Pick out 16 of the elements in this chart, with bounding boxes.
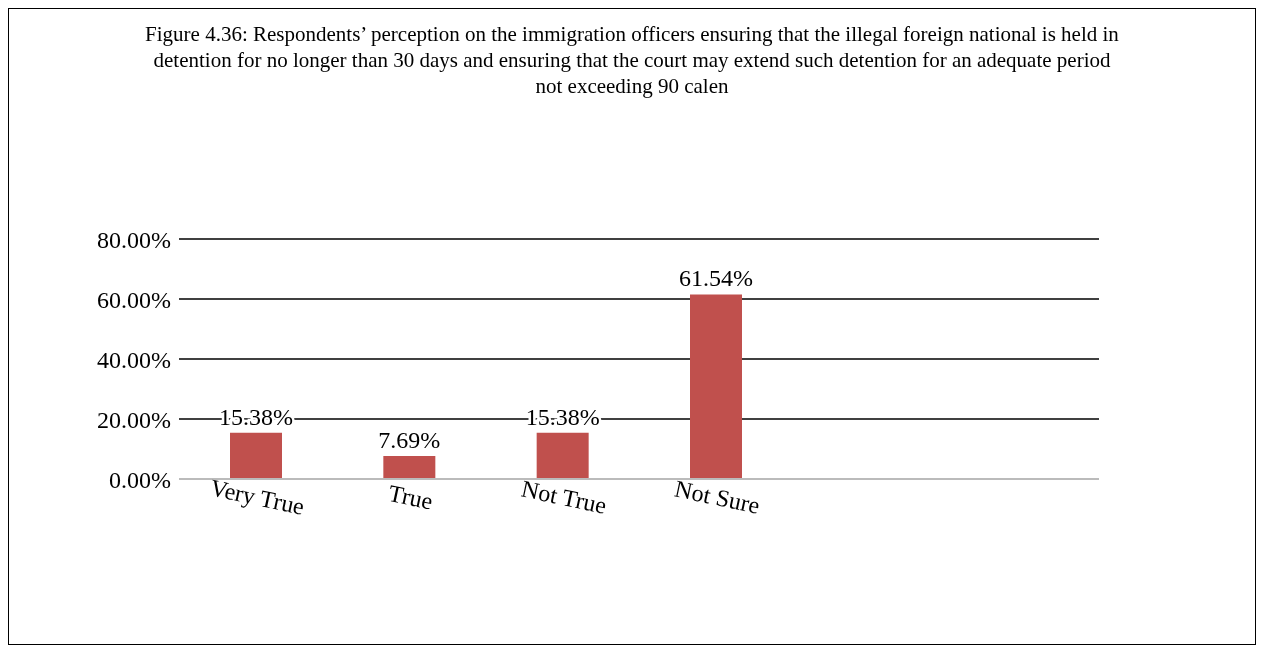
x-tick-label: Not True (519, 475, 609, 519)
bar (383, 455, 436, 479)
y-tick-label: 20.00% (97, 406, 171, 433)
y-tick-label: 0.00% (109, 466, 171, 493)
y-tick-label: 40.00% (97, 346, 171, 373)
x-tick-label: Not Sure (672, 475, 763, 519)
bar (536, 432, 589, 479)
bar (230, 432, 282, 479)
x-tick-label: Very True (208, 474, 307, 520)
x-tick-label: True (386, 479, 436, 515)
y-tick-label: 60.00% (97, 286, 171, 313)
chart-title: Figure 4.36: Respondents’ perception on the immigration officers ensuring that the illegal foreign national is held in detention for no longer than 30 days and ensuring that the court may extend such detention for an adequate period not exceeding 90 calen (144, 21, 1120, 99)
data-label: 61.54% (679, 265, 753, 292)
bar (690, 294, 742, 479)
data-label: 7.69% (378, 426, 441, 453)
y-tick-label: 80.00% (97, 226, 171, 253)
